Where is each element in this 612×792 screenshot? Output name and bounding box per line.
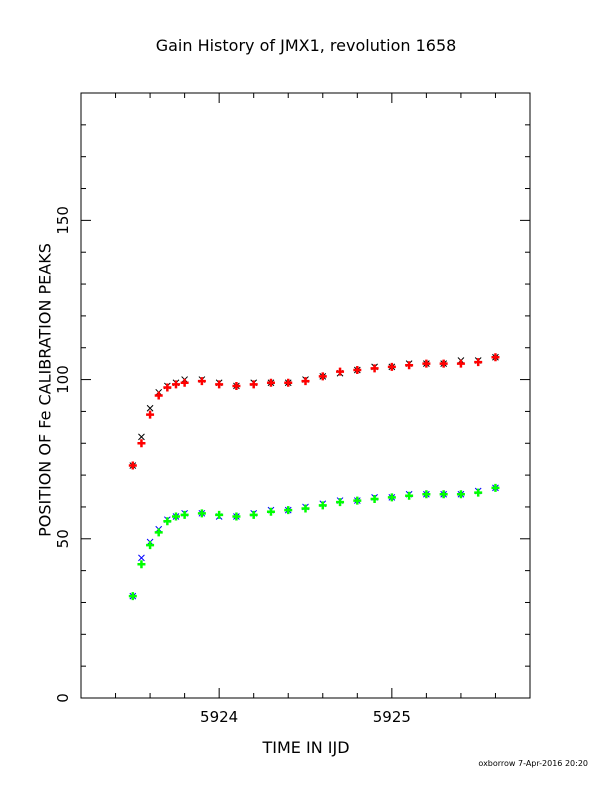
data-point [318,501,327,510]
data-point [301,504,310,513]
chart-title: Gain History of JMX1, revolution 1658 [155,36,457,55]
data-point [215,380,224,389]
data-point [370,494,379,503]
y-tick-label: 150 [54,206,72,235]
series-2 [128,353,500,470]
data-point [180,378,189,387]
x-tick-label: 5924 [200,708,238,726]
data-point [405,491,414,500]
data-point [128,592,137,601]
data-point [491,353,500,362]
data-point [456,490,465,499]
data-point [163,383,172,392]
data-point [180,510,189,519]
data-point [137,439,146,448]
data-point [387,493,396,502]
data-point [266,378,275,387]
data-point [197,377,206,386]
series-1 [129,353,499,469]
data-point [137,560,146,569]
data-point [387,362,396,371]
plot-frame [80,92,531,699]
data-point [215,510,224,519]
data-point [336,498,345,507]
data-point [353,496,362,505]
series-3 [129,484,499,600]
data-point [146,404,154,412]
data-point [232,381,241,390]
data-point [318,372,327,381]
data-point [154,528,163,537]
data-point [266,507,275,516]
series-4 [128,483,500,601]
data-point [336,367,345,376]
data-point [456,359,465,368]
data-point [474,488,483,497]
data-point [439,359,448,368]
data-point [405,361,414,370]
data-point [439,490,448,499]
data-point [154,391,163,400]
data-point [474,358,483,367]
data-point [232,512,241,521]
x-tick-label: 5925 [373,708,411,726]
data-point [197,509,206,518]
data-point [138,433,145,441]
data-point [491,483,500,492]
data-point [146,410,155,419]
y-axis-label: POSITION OF Fe CALIBRATION PEAKS [35,243,55,537]
data-point [138,554,145,562]
data-point [171,512,180,521]
x-axis-label: TIME IN IJD [262,738,350,757]
data-point [171,380,180,389]
y-tick-label: 0 [54,693,72,703]
data-point [163,517,172,526]
y-tick-label: 50 [54,529,72,548]
data-point [128,461,137,470]
footer-stamp: oxborrow 7-Apr-2016 20:20 [478,759,588,768]
data-point [301,377,310,386]
data-point [249,380,258,389]
data-point [284,506,293,515]
data-point [146,541,155,550]
data-point [284,378,293,387]
data-point [353,366,362,375]
data-point [370,364,379,373]
y-tick-label: 100 [54,365,72,394]
data-point [422,359,431,368]
data-point [422,490,431,499]
data-point [249,510,258,519]
